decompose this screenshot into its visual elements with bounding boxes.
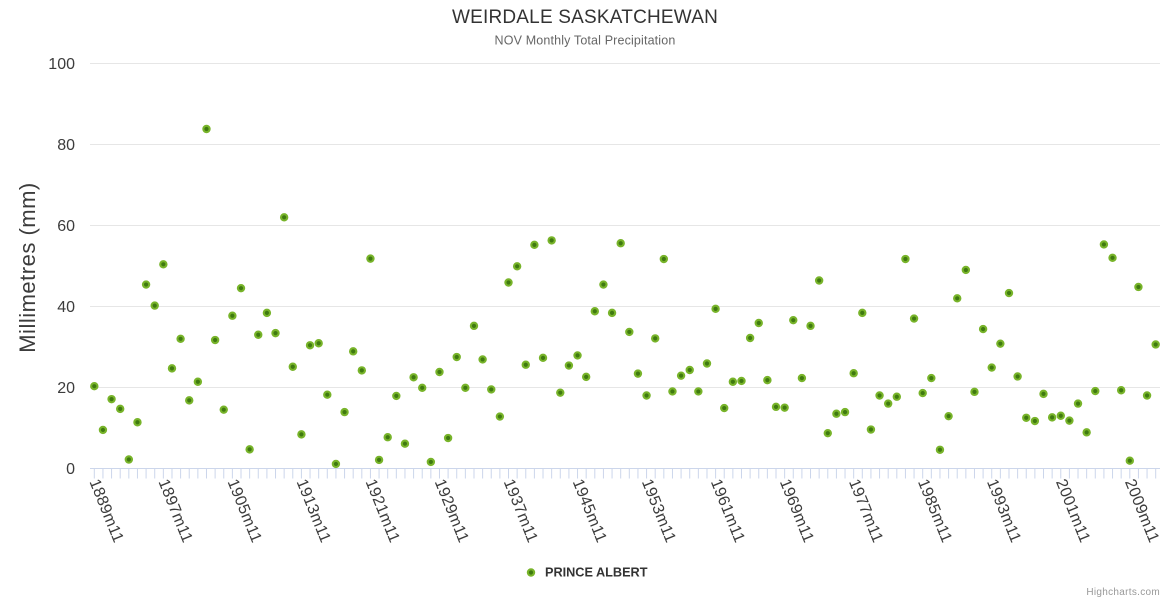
- svg-text:0: 0: [66, 461, 75, 478]
- svg-text:NOV Monthly Total Precipitatio: NOV Monthly Total Precipitation: [495, 33, 676, 47]
- svg-text:Highcharts.com: Highcharts.com: [1086, 587, 1160, 598]
- svg-text:WEIRDALE SASKATCHEWAN: WEIRDALE SASKATCHEWAN: [452, 7, 718, 28]
- svg-text:20: 20: [57, 380, 75, 397]
- svg-text:40: 40: [57, 299, 75, 316]
- svg-text:PRINCE ALBERT: PRINCE ALBERT: [545, 566, 648, 580]
- svg-text:80: 80: [57, 137, 75, 154]
- svg-text:Millimetres (mm): Millimetres (mm): [15, 182, 40, 353]
- svg-text:60: 60: [57, 218, 75, 235]
- svg-text:100: 100: [48, 56, 75, 73]
